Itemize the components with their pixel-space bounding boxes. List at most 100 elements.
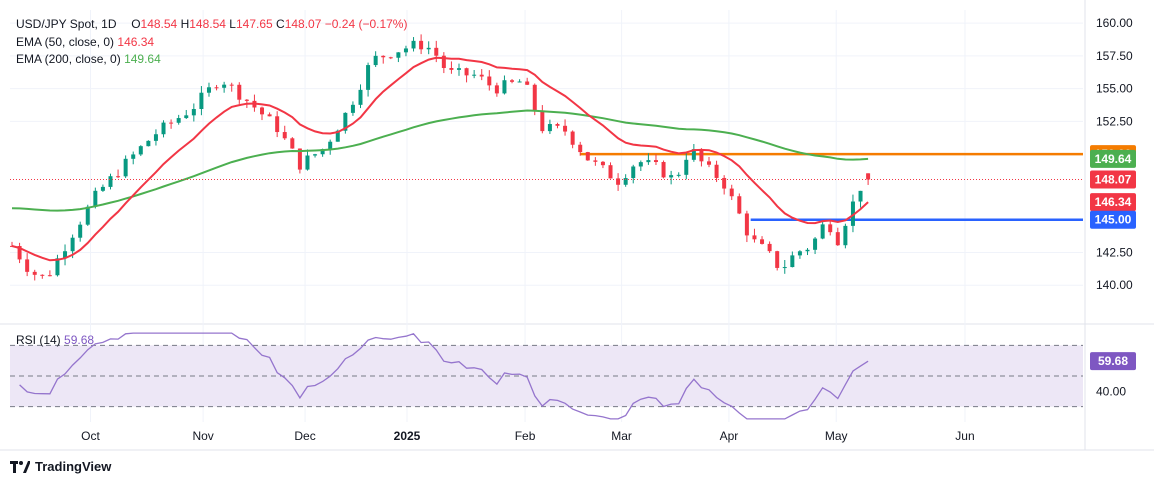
time-tick-label: Oct: [81, 429, 100, 443]
candle-body: [32, 271, 37, 275]
legend-high: 148.54: [189, 17, 226, 31]
candle-body: [752, 235, 757, 240]
candle-body: [93, 190, 98, 207]
candle-body: [714, 164, 719, 178]
candle-body: [70, 237, 75, 252]
candle-body: [169, 122, 174, 124]
price-tag: [1090, 170, 1136, 189]
candle-body: [313, 154, 318, 156]
candle-body: [456, 68, 461, 70]
candle-body: [782, 267, 787, 269]
candle-body: [631, 166, 636, 179]
candle-body: [396, 52, 401, 58]
candle-body: [320, 149, 325, 155]
candle-body: [411, 40, 416, 49]
legend-ema200-label: EMA (200, close, 0): [16, 52, 121, 66]
candle-body: [222, 84, 227, 88]
candle-body: [638, 162, 643, 167]
candle-body: [737, 196, 742, 214]
price-tag: [1090, 149, 1136, 168]
candle-body: [214, 87, 219, 89]
price-tag-label: 149.64: [1095, 152, 1132, 166]
candle-body: [828, 224, 833, 233]
candle-body: [373, 55, 378, 66]
candle-body: [547, 124, 552, 132]
candle-body: [63, 251, 68, 259]
candle-body: [206, 87, 211, 93]
tradingview-logo[interactable]: TradingView: [10, 459, 111, 474]
candle-body: [775, 251, 780, 268]
candle-body: [464, 68, 469, 76]
candle-body: [47, 275, 52, 277]
candle-body: [328, 141, 333, 150]
legend-open: 148.54: [140, 17, 178, 31]
candle-body: [699, 149, 704, 162]
time-tick-label: May: [825, 429, 848, 443]
candle-body: [40, 274, 45, 276]
candle-body: [146, 140, 151, 147]
ema50-line: [11, 56, 869, 262]
legend-ema200: EMA (200, close, 0) 149.64: [16, 52, 161, 66]
legend-rsi-value: 59.68: [64, 333, 95, 347]
candle-body: [343, 112, 348, 131]
candle-body: [275, 116, 280, 133]
candle-body: [525, 81, 530, 85]
candle-body: [229, 84, 234, 86]
candle-body: [366, 65, 371, 90]
time-tick-label: Jun: [955, 429, 974, 443]
candle-body: [767, 243, 772, 252]
candle-body: [434, 47, 439, 56]
tradingview-logo-text: TradingView: [35, 459, 112, 474]
candle-body: [722, 177, 727, 189]
legend-ema50-value: 146.34: [117, 35, 155, 49]
candle-body: [790, 255, 795, 268]
candle-body: [517, 81, 522, 83]
candle-body: [820, 224, 825, 239]
candle-body: [608, 165, 613, 179]
candle-body: [290, 138, 295, 149]
candle-body: [100, 186, 105, 191]
candle-body: [244, 99, 249, 101]
candle-body: [25, 259, 30, 272]
candle-body: [661, 162, 666, 178]
tradingview-logo-icon: [10, 460, 30, 473]
legend-close: 148.07: [284, 17, 322, 31]
candle-body: [585, 152, 590, 161]
price-tag-label: 145.00: [1095, 213, 1132, 227]
rsi-line: [19, 332, 869, 420]
candle-body: [17, 246, 22, 260]
candle-body: [684, 159, 689, 175]
candle-body: [426, 47, 431, 50]
candle-body: [866, 173, 871, 180]
candle-body: [191, 108, 196, 116]
candle-body: [282, 132, 287, 139]
price-tick-label: 157.50: [1096, 49, 1133, 63]
candle-body: [267, 114, 272, 117]
candle-body: [85, 206, 90, 225]
legend-ema50-label: EMA (50, close, 0): [16, 35, 115, 49]
time-tick-label: 2025: [394, 429, 421, 443]
candle-body: [623, 178, 628, 185]
candle-body: [449, 68, 454, 70]
candle-body: [646, 160, 651, 163]
time-tick-label: Mar: [611, 429, 632, 443]
candle-body: [669, 175, 674, 178]
candle-body: [472, 74, 477, 76]
candle-body: [487, 76, 492, 86]
candle-body: [797, 251, 802, 256]
candle-body: [403, 48, 408, 53]
candle-body: [419, 40, 424, 50]
candle-body: [131, 154, 136, 159]
candle-body: [237, 84, 242, 100]
ema200-line: [11, 109, 869, 212]
legend-rsi-label: RSI (14): [16, 333, 61, 347]
price-tick-label: 152.50: [1096, 114, 1133, 128]
candle-body: [199, 92, 204, 109]
candle-body: [305, 155, 310, 170]
candle-body: [843, 225, 848, 246]
candle-body: [813, 238, 818, 250]
candle-body: [381, 55, 386, 58]
legend-symbol: USD/JPY Spot, 1D: [16, 17, 117, 31]
candle-body: [563, 125, 568, 132]
